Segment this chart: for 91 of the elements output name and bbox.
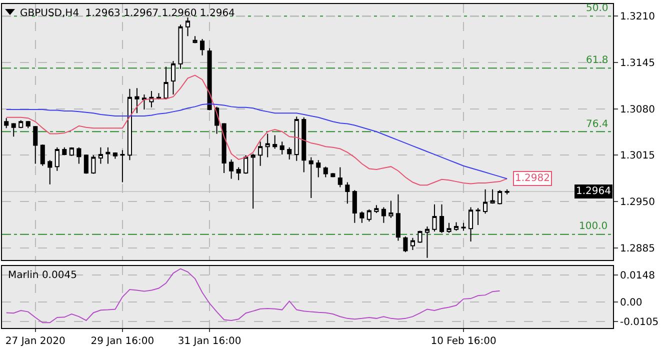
candlestick — [280, 141, 284, 155]
candlestick — [236, 166, 241, 181]
candlestick — [258, 141, 263, 166]
candlestick — [54, 146, 60, 172]
y-tick-label: 1.3210 — [620, 12, 655, 23]
y-tick-label: 1.2950 — [620, 197, 655, 208]
candlestick — [106, 146, 110, 164]
x-tick-label: 27 Jan 2020 — [5, 336, 66, 347]
y-tick-label: 1.3145 — [620, 58, 655, 69]
candlestick — [200, 38, 205, 56]
candlestick — [134, 88, 140, 114]
annotation: 100.0 — [579, 221, 608, 232]
candlestick — [345, 182, 350, 204]
candlestick — [468, 206, 474, 242]
candlestick — [454, 222, 459, 232]
candlestick — [374, 204, 379, 214]
candlestick — [308, 156, 314, 198]
candlestick — [272, 134, 278, 150]
candlestick — [178, 24, 183, 70]
candlestick — [156, 92, 162, 100]
x-tick-label: 29 Jan 16:00 — [90, 336, 154, 347]
candlestick — [142, 94, 147, 110]
candlestick — [446, 222, 452, 234]
candlestick — [432, 204, 437, 232]
candlestick — [69, 146, 74, 156]
candlestick — [207, 48, 212, 111]
candlestick — [18, 120, 24, 129]
candlestick — [396, 194, 400, 242]
y-tick-label: 0.00 — [620, 298, 642, 309]
candlestick — [388, 200, 394, 218]
chart-title: GBPUSD,H4 1.2963 1.2967 1.2960 1.2964 — [20, 8, 235, 19]
candlestick — [294, 116, 299, 162]
candlestick — [192, 36, 198, 44]
candlestick — [360, 211, 364, 224]
candlestick — [250, 153, 256, 210]
candlestick — [302, 116, 306, 173]
line-series — [6, 268, 500, 324]
candlestick — [33, 125, 38, 164]
candlestick — [439, 204, 444, 234]
candlestick — [461, 222, 466, 232]
line-series — [6, 74, 508, 186]
ref-line-label: 1.2964 — [576, 186, 611, 197]
candlestick — [170, 60, 176, 96]
candlestick — [127, 88, 132, 161]
y-tick-label: -0.0105 — [620, 316, 659, 328]
x-tick-label: 10 Feb 16:00 — [430, 336, 496, 347]
candlestick — [185, 17, 190, 37]
candlestick — [476, 207, 480, 226]
chart-title: Marlin 0.0045 — [8, 270, 77, 281]
candlestick — [62, 146, 67, 156]
candlestick — [323, 166, 328, 178]
candlestick — [265, 133, 270, 158]
annotation: 76.4 — [586, 119, 608, 130]
candlestick — [338, 166, 342, 188]
annotation: 1.2982 — [515, 173, 550, 184]
candlestick — [40, 144, 45, 166]
annotation: 61.8 — [586, 55, 608, 66]
candlestick — [483, 188, 488, 214]
x-tick-label: 31 Jan 16:00 — [178, 336, 242, 347]
candlestick — [381, 206, 386, 224]
candlestick — [84, 154, 88, 174]
candlestick — [410, 237, 415, 251]
candlestick — [352, 190, 357, 224]
candlestick — [120, 150, 125, 183]
candlestick — [418, 230, 422, 244]
candlestick — [11, 122, 16, 138]
candlestick — [112, 152, 118, 160]
candlestick — [244, 154, 248, 174]
candlestick — [498, 190, 502, 205]
candlestick — [76, 146, 82, 164]
y-tick-label: 1.2885 — [620, 243, 655, 254]
candlestick — [316, 160, 321, 178]
candlestick — [403, 236, 408, 253]
annotation: 50.0 — [586, 3, 608, 14]
candlestick — [330, 172, 336, 178]
y-tick-label: 1.3015 — [620, 150, 655, 162]
candlestick — [26, 120, 30, 129]
candlestick — [424, 226, 430, 258]
y-tick-label: 1.3080 — [620, 104, 655, 116]
candlestick — [91, 154, 96, 174]
candlestick — [287, 146, 292, 160]
candlestick — [490, 188, 495, 204]
candlestick — [48, 160, 52, 185]
candlestick — [366, 208, 372, 222]
candlestick — [222, 122, 226, 174]
candlestick — [504, 188, 510, 195]
candlestick — [229, 158, 234, 180]
y-tick-label: 0.0148 — [620, 270, 655, 282]
candlestick — [4, 118, 9, 129]
candlestick — [98, 146, 103, 164]
line-series — [6, 103, 508, 180]
